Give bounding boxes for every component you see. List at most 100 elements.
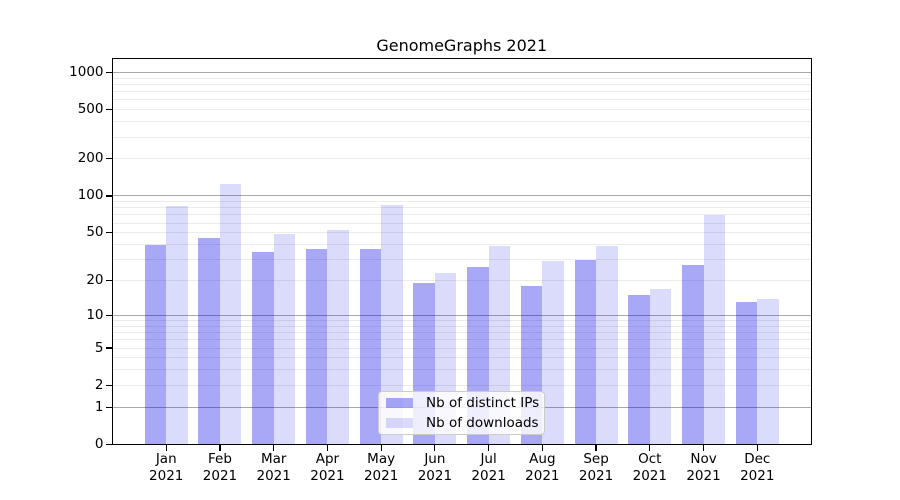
bar-feb-downloads (219, 183, 242, 445)
y-tick-mark (105, 406, 112, 408)
legend-label-downloads: Nb of downloads (426, 414, 539, 431)
y-tick-mark (105, 232, 112, 234)
bar-feb-distinct-ips (198, 238, 220, 445)
x-tick-label: May 2021 (363, 451, 399, 484)
minor-gridline (112, 384, 811, 386)
x-tick-mark (273, 444, 275, 451)
bar-apr-downloads (327, 229, 349, 445)
y-tick-label: 200 (77, 150, 104, 167)
y-tick-label: 500 (77, 101, 104, 118)
y-tick-label: 1 (94, 398, 104, 415)
bar-apr-distinct-ips (305, 248, 328, 445)
x-tick-label: Jun 2021 (417, 451, 453, 484)
y-tick-mark (105, 279, 112, 282)
bar-nov-downloads (703, 214, 726, 445)
minor-gridline (112, 207, 811, 209)
x-tick-mark (488, 444, 490, 451)
bar-dec-downloads (757, 298, 779, 445)
bar-oct-downloads (649, 288, 672, 445)
x-tick-mark (165, 444, 167, 451)
y-tick-mark (105, 347, 112, 349)
minor-gridline (112, 222, 811, 224)
bar-sep-downloads (596, 245, 618, 445)
bar-may-distinct-ips (359, 248, 382, 445)
minor-gridline (112, 109, 811, 111)
bar-oct-distinct-ips (628, 295, 650, 445)
minor-gridline (112, 347, 811, 349)
y-tick-label: 1000 (69, 63, 104, 80)
y-tick-label: 5 (94, 339, 104, 356)
bar-nov-distinct-ips (682, 265, 704, 445)
x-tick-label: Jul 2021 (471, 451, 506, 484)
minor-gridline (112, 280, 811, 282)
bar-sep-distinct-ips (574, 259, 597, 445)
legend-swatch-downloads (386, 417, 413, 428)
major-gridline (112, 195, 811, 197)
minor-gridline (112, 83, 811, 85)
minor-gridline (112, 91, 811, 93)
minor-gridline (112, 214, 811, 216)
x-tick-label: Mar 2021 (256, 451, 291, 484)
minor-gridline (112, 369, 811, 371)
legend-swatch-distinct-ips (386, 398, 413, 409)
x-tick-mark (595, 444, 597, 451)
x-tick-mark (541, 444, 543, 451)
minor-gridline (112, 77, 811, 79)
y-tick-mark (105, 158, 112, 160)
minor-gridline (112, 339, 811, 341)
minor-gridline (112, 136, 811, 138)
chart-title: GenomeGraphs 2021 (376, 36, 548, 55)
minor-gridline (112, 332, 811, 334)
bar-mar-distinct-ips (252, 251, 274, 445)
x-tick-mark (380, 444, 382, 451)
x-tick-mark (756, 444, 758, 451)
x-tick-label: Nov 2021 (686, 451, 721, 484)
minor-gridline (112, 325, 811, 327)
x-tick-mark (702, 444, 705, 451)
x-tick-label: Feb 2021 (202, 451, 238, 484)
y-tick-label: 0 (94, 436, 104, 452)
x-tick-mark (219, 444, 221, 451)
x-tick-mark (326, 444, 328, 451)
legend-item-distinct-ips: Nb of distinct IPs (379, 395, 544, 411)
minor-gridline (112, 158, 811, 160)
bar-jan-distinct-ips (144, 244, 167, 445)
minor-gridline (112, 244, 811, 245)
legend: Nb of distinct IPs Nb of downloads (378, 391, 545, 435)
legend-item-downloads: Nb of downloads (379, 415, 544, 431)
y-tick-label: 50 (86, 224, 104, 241)
bar-jan-downloads (166, 205, 188, 445)
minor-gridline (112, 232, 811, 234)
minor-gridline (112, 357, 811, 359)
bar-aug-downloads (542, 261, 564, 445)
x-tick-label: Sep 2021 (578, 451, 614, 484)
x-tick-mark (434, 444, 436, 451)
legend-label-distinct-ips: Nb of distinct IPs (426, 395, 540, 412)
y-tick-mark (105, 109, 112, 111)
y-tick-label: 100 (77, 187, 104, 204)
bar-may-downloads (381, 204, 403, 445)
major-gridline (112, 71, 811, 73)
y-tick-mark (105, 443, 112, 446)
minor-gridline (112, 99, 811, 101)
x-tick-mark (649, 444, 651, 451)
x-tick-label: Dec 2021 (740, 451, 775, 484)
y-tick-mark (105, 314, 112, 316)
x-tick-label: Apr 2021 (310, 451, 345, 484)
bar-mar-downloads (273, 233, 296, 445)
y-tick-label: 2 (94, 376, 104, 393)
x-tick-label: Aug 2021 (525, 451, 560, 484)
x-tick-label: Oct 2021 (632, 451, 667, 484)
y-tick-mark (105, 384, 112, 386)
y-tick-label: 20 (86, 272, 104, 289)
y-tick-label: 10 (86, 306, 104, 323)
major-gridline (112, 314, 811, 316)
y-tick-mark (105, 71, 112, 74)
x-tick-label: Jan 2021 (149, 451, 184, 484)
bar-dec-distinct-ips (735, 302, 758, 445)
minor-gridline (112, 201, 811, 203)
